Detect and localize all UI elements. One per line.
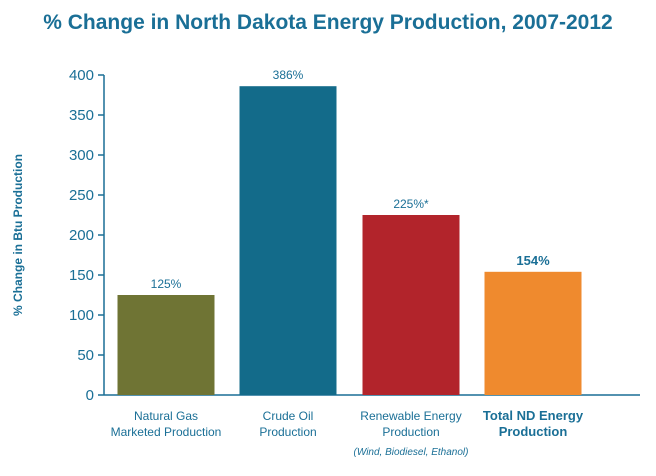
x-tick-label: Production: [499, 424, 568, 439]
y-tick-label: 300: [69, 147, 94, 164]
x-tick-label: Total ND Energy: [483, 408, 584, 423]
chart-title: % Change in North Dakota Energy Producti…: [43, 11, 612, 34]
x-tick-label: Marketed Production: [111, 425, 222, 439]
x-tick-note: (Wind, Biodiesel, Ethanol): [354, 447, 469, 458]
data-label: 386%: [273, 68, 304, 82]
bar: [362, 215, 460, 395]
y-tick-label: 0: [86, 387, 94, 404]
x-tick-label: Renewable Energy: [360, 409, 461, 423]
data-label: 125%: [151, 277, 182, 291]
data-label: 225%*: [393, 197, 429, 211]
x-labels: Natural Gas Marketed Production Crude Oil P…: [111, 408, 584, 458]
y-ticks: 0 50 100 150 200 250 300 350 400: [69, 67, 104, 404]
y-tick-label: 150: [69, 267, 94, 284]
y-tick-label: 250: [69, 187, 94, 204]
data-labels: 125% 386% 225%* 154%: [151, 68, 550, 291]
bar: [117, 295, 215, 395]
y-tick-label: 100: [69, 307, 94, 324]
y-tick-label: 400: [69, 67, 94, 84]
bars: [117, 86, 582, 395]
x-tick-label: Production: [382, 425, 439, 439]
x-tick-label: Crude Oil: [263, 409, 314, 423]
y-axis-label: % Change in Btu Production: [11, 154, 25, 316]
y-tick-label: 350: [69, 107, 94, 124]
x-tick-label: Natural Gas: [134, 409, 198, 423]
bar: [484, 271, 582, 395]
bar: [239, 86, 337, 395]
y-tick-label: 50: [77, 347, 94, 364]
data-label: 154%: [516, 253, 550, 268]
y-tick-label: 200: [69, 227, 94, 244]
x-tick-label: Production: [259, 425, 316, 439]
